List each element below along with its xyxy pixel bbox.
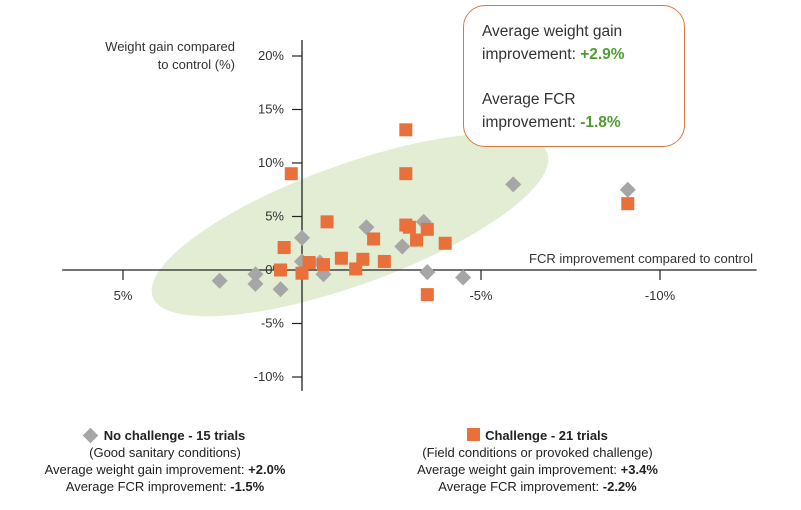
y-tick-label: 10%	[258, 155, 284, 170]
callout-weight-label-1: Average weight gain	[482, 23, 623, 40]
legend-no-challenge-head: No challenge - 15 trials	[15, 427, 315, 444]
y-axis-title-line-2: to control (%)	[158, 57, 235, 72]
scatter-chart: 20%15%10%5%0%-5%-10%5%-5%-10% FCR improv…	[62, 39, 757, 391]
legend-no-challenge-weight-value: +2.0%	[248, 462, 286, 477]
no-challenge-point	[455, 269, 472, 286]
challenge-point	[621, 197, 635, 211]
callout-weight-line-2: improvement: +2.9%	[482, 43, 684, 66]
callout-fcr-line-2: improvement: -1.8%	[482, 111, 684, 134]
legend-challenge-subtitle: (Field conditions or provoked challenge)	[422, 445, 653, 460]
legend-challenge-fcr-text: Average FCR improvement:	[438, 479, 603, 494]
data-points	[211, 123, 636, 302]
no-challenge-point	[394, 238, 411, 255]
legend-no-challenge-title: No challenge - 15 trials	[103, 428, 246, 443]
square-icon	[467, 428, 481, 441]
y-axis-title-line-1: Weight gain compared	[105, 39, 235, 54]
challenge-point	[274, 263, 288, 277]
axes	[62, 39, 757, 391]
callout-fcr-label-1: Average FCR	[482, 91, 576, 108]
no-challenge-point	[419, 264, 436, 281]
y-tick-label: 5%	[265, 209, 284, 224]
legend-challenge: Challenge - 21 trials (Field conditions …	[385, 427, 690, 495]
summary-callout: Average weight gain improvement: +2.9% A…	[463, 5, 685, 147]
legend-no-challenge: No challenge - 15 trials (Good sanitary …	[15, 427, 315, 495]
challenge-point	[316, 258, 330, 272]
legend-no-challenge-fcr-text: Average FCR improvement:	[65, 479, 231, 494]
legend-no-challenge-subtitle: (Good sanitary conditions)	[89, 445, 241, 460]
legend-challenge-weight: Average weight gain improvement: +3.4%	[385, 461, 690, 478]
trend-ellipse	[151, 133, 549, 317]
challenge-point	[356, 252, 370, 266]
x-tick-label: 5%	[114, 288, 133, 303]
legend-no-challenge-weight: Average weight gain improvement: +2.0%	[15, 461, 315, 478]
legend-challenge-title: Challenge - 21 trials	[485, 428, 608, 443]
challenge-point	[320, 215, 334, 229]
challenge-point	[399, 167, 413, 181]
y-tick-label: 15%	[258, 102, 284, 117]
challenge-point	[438, 236, 452, 250]
legend-no-challenge-weight-text: Average weight gain improvement:	[44, 462, 249, 477]
legend-challenge-weight-text: Average weight gain improvement:	[417, 462, 621, 477]
callout-weight-label-2: improvement:	[482, 46, 581, 63]
legend-no-challenge-fcr: Average FCR improvement: -1.5%	[15, 478, 315, 495]
challenge-point	[420, 222, 434, 236]
callout-weight-value: +2.9%	[580, 46, 625, 63]
challenge-point	[402, 220, 416, 234]
no-challenge-point	[619, 181, 636, 198]
legend-challenge-weight-value: +3.4%	[620, 462, 658, 477]
diamond-icon	[82, 427, 98, 444]
legend-no-challenge-fcr-value: -1.5%	[230, 479, 265, 494]
y-tick-label: 20%	[258, 48, 284, 63]
challenge-point	[410, 233, 424, 247]
challenge-point	[420, 288, 434, 302]
challenge-point	[334, 251, 348, 265]
no-challenge-point	[505, 176, 522, 193]
challenge-point	[302, 256, 316, 270]
y-tick-label: -5%	[261, 316, 285, 331]
legend-challenge-head: Challenge - 21 trials	[385, 427, 690, 444]
no-challenge-point	[294, 229, 310, 246]
callout-fcr: Average FCR improvement: -1.8%	[482, 88, 684, 134]
callout-weight: Average weight gain improvement: +2.9%	[482, 20, 684, 66]
challenge-point	[284, 167, 298, 181]
no-challenge-point	[247, 275, 264, 292]
challenge-point	[295, 266, 309, 280]
x-tick-label: -10%	[645, 288, 676, 303]
x-tick-label: -5%	[469, 288, 493, 303]
no-challenge-point	[247, 266, 264, 283]
legend-challenge-fcr-value: -2.2%	[602, 479, 637, 494]
challenge-point	[399, 123, 413, 137]
callout-fcr-label-2: improvement:	[482, 114, 581, 131]
no-challenge-point	[211, 272, 228, 289]
y-tick-label: -10%	[254, 369, 285, 384]
legend-challenge-fcr: Average FCR improvement: -2.2%	[385, 478, 690, 495]
challenge-point	[367, 232, 381, 246]
no-challenge-point	[358, 219, 375, 236]
challenge-point	[277, 241, 291, 255]
x-axis-title: FCR improvement compared to control	[529, 251, 753, 266]
no-challenge-point	[272, 281, 289, 298]
callout-fcr-value: -1.8%	[580, 114, 621, 131]
challenge-point	[377, 254, 391, 268]
